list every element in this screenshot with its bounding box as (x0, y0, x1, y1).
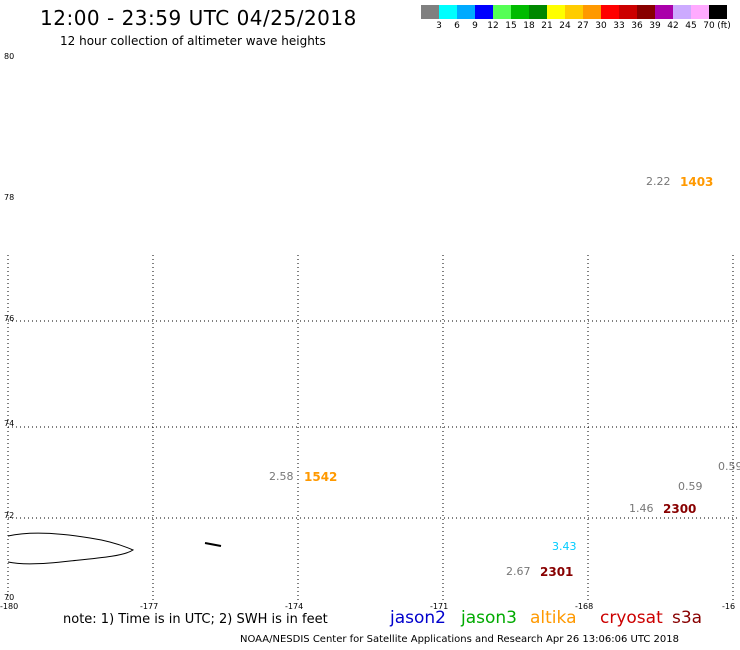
lon-label-180: -180 (0, 602, 19, 611)
map-title: 12:00 - 23:59 UTC 04/25/2018 (40, 6, 357, 30)
colorbar-label: 9 (472, 21, 478, 31)
colorbar-label: 21 (541, 21, 553, 31)
legend-altika: altika (530, 608, 577, 628)
colorbar-label: 33 (613, 21, 625, 31)
lat-label-80: 80 (4, 52, 15, 61)
lat-label-78: 78 (4, 193, 15, 202)
colorbar-swatch (583, 5, 601, 19)
lon-label-174: -174 (285, 602, 304, 611)
obs-time: 2301 (540, 565, 574, 579)
colorbar-label: 24 (559, 21, 571, 31)
colorbar-swatch (475, 5, 493, 19)
credit-line: NOAA/NESDIS Center for Satellite Applica… (240, 634, 679, 645)
swh-colorbar (421, 5, 727, 19)
lon-label-171: -171 (430, 602, 449, 611)
colorbar-label: 12 (487, 21, 499, 31)
colorbar-label: 36 (631, 21, 643, 31)
colorbar-unit: (ft) (717, 21, 731, 31)
coastline-wrangel-island (7, 532, 135, 565)
obs-swh: 3.43 (552, 540, 577, 553)
colorbar-label: 15 (505, 21, 517, 31)
colorbar-label: 6 (454, 21, 460, 31)
obs-swh: 0.59 (678, 480, 703, 493)
colorbar-swatch (529, 5, 547, 19)
colorbar-label: 27 (577, 21, 589, 31)
colorbar-label: 45 (685, 21, 697, 31)
colorbar-swatch (619, 5, 637, 19)
obs-time: 1542 (304, 470, 338, 484)
colorbar-swatch (457, 5, 475, 19)
colorbar-swatch (493, 5, 511, 19)
lon-label-168: -168 (575, 602, 594, 611)
colorbar-swatch (421, 5, 439, 19)
lon-label-165: -16 (722, 602, 736, 611)
colorbar-swatch (601, 5, 619, 19)
lat-label-76: 76 (4, 314, 15, 323)
graticule (7, 255, 738, 600)
colorbar-swatch (709, 5, 727, 19)
lat-label-70: 70 (4, 593, 15, 602)
colorbar-swatch (691, 5, 709, 19)
legend-cryosat: cryosat (600, 608, 663, 628)
lat-label-72: 72 (4, 511, 15, 520)
colorbar-swatch (655, 5, 673, 19)
obs-swh: 1.46 (629, 502, 654, 515)
colorbar-swatch (673, 5, 691, 19)
colorbar-swatch (511, 5, 529, 19)
obs-swh: 2.22 (646, 175, 671, 188)
lon-label-177: -177 (140, 602, 159, 611)
colorbar-label: 70 (703, 21, 715, 31)
colorbar-label: 30 (595, 21, 607, 31)
colorbar-swatch (565, 5, 583, 19)
obs-swh: 0.59 (718, 460, 740, 473)
map-subtitle: 12 hour collection of altimeter wave hei… (60, 34, 326, 48)
obs-swh: 2.58 (269, 470, 294, 483)
legend-jason3: jason3 (461, 608, 517, 628)
colorbar-label: 18 (523, 21, 535, 31)
obs-time: 1403 (680, 175, 714, 189)
colorbar-swatch (547, 5, 565, 19)
colorbar-swatch (637, 5, 655, 19)
obs-time: 2300 (663, 502, 697, 516)
coastline-herald-island (204, 542, 222, 547)
colorbar-label: 39 (649, 21, 661, 31)
colorbar-swatch (439, 5, 457, 19)
footnote: note: 1) Time is in UTC; 2) SWH is in fe… (63, 612, 328, 627)
obs-swh: 2.67 (506, 565, 531, 578)
colorbar-label: 3 (436, 21, 442, 31)
legend-s3a: s3a (672, 608, 703, 628)
lat-label-74: 74 (4, 419, 15, 428)
colorbar-label: 42 (667, 21, 679, 31)
legend-jason2: jason2 (390, 608, 446, 628)
